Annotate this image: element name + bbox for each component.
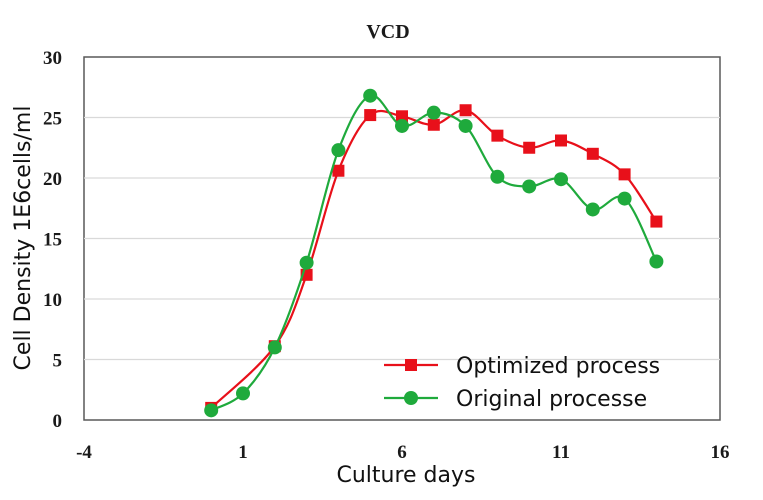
data-point-square — [618, 168, 631, 181]
data-point-circle — [426, 105, 441, 120]
data-point-square — [491, 129, 504, 142]
data-point-square — [459, 104, 472, 117]
data-point-square — [332, 164, 345, 177]
legend-marker-circle — [404, 391, 418, 405]
y-tick-label: 15 — [43, 230, 62, 251]
series-original-processe — [204, 88, 664, 418]
data-point-square — [650, 215, 663, 228]
data-point-circle — [554, 172, 568, 187]
series-group — [204, 88, 664, 418]
data-point-square — [523, 141, 536, 154]
data-point-square — [427, 118, 440, 131]
data-point-circle — [363, 88, 378, 103]
y-tick-label: 0 — [53, 411, 63, 432]
x-tick-label: 16 — [711, 442, 730, 463]
x-tick-label: 11 — [552, 442, 570, 463]
chart-title: VCD — [366, 21, 409, 43]
data-point-square — [396, 110, 408, 123]
data-point-circle — [490, 169, 505, 184]
data-point-square — [555, 134, 567, 147]
data-point-square — [364, 109, 377, 122]
x-tick-label: 6 — [397, 442, 407, 463]
x-tick-label: 1 — [238, 442, 248, 463]
data-point-circle — [585, 202, 600, 217]
x-axis-label: Culture days — [336, 463, 475, 488]
data-point-circle — [267, 340, 282, 355]
data-point-circle — [522, 179, 537, 194]
x-axis-ticks: -4 1 6 11 16 — [76, 442, 729, 463]
data-point-circle — [204, 403, 219, 418]
y-tick-label: 10 — [43, 290, 62, 311]
data-point-circle — [617, 191, 632, 206]
y-axis-label: Cell Density 1E6cells/ml — [11, 106, 36, 371]
legend-marker-square — [405, 359, 417, 371]
data-point-circle — [236, 386, 250, 401]
legend-item: Optimized process — [384, 354, 660, 379]
data-point-square — [586, 147, 599, 160]
legend-label: Optimized process — [456, 354, 660, 379]
y-axis-ticks: 0 5 10 15 20 25 30 — [43, 48, 62, 432]
y-tick-label: 5 — [53, 351, 63, 372]
legend-label: Original processe — [456, 387, 647, 412]
y-tick-label: 25 — [43, 109, 62, 130]
data-point-circle — [649, 254, 664, 269]
y-tick-label: 30 — [43, 48, 62, 69]
x-tick-label: -4 — [76, 442, 92, 463]
legend-item: Original processe — [384, 387, 647, 412]
data-point-circle — [299, 255, 314, 270]
legend: Optimized process Original processe — [384, 354, 660, 412]
data-point-circle — [395, 118, 409, 133]
data-point-circle — [458, 118, 473, 133]
data-point-circle — [331, 143, 346, 158]
y-tick-label: 20 — [43, 169, 62, 190]
